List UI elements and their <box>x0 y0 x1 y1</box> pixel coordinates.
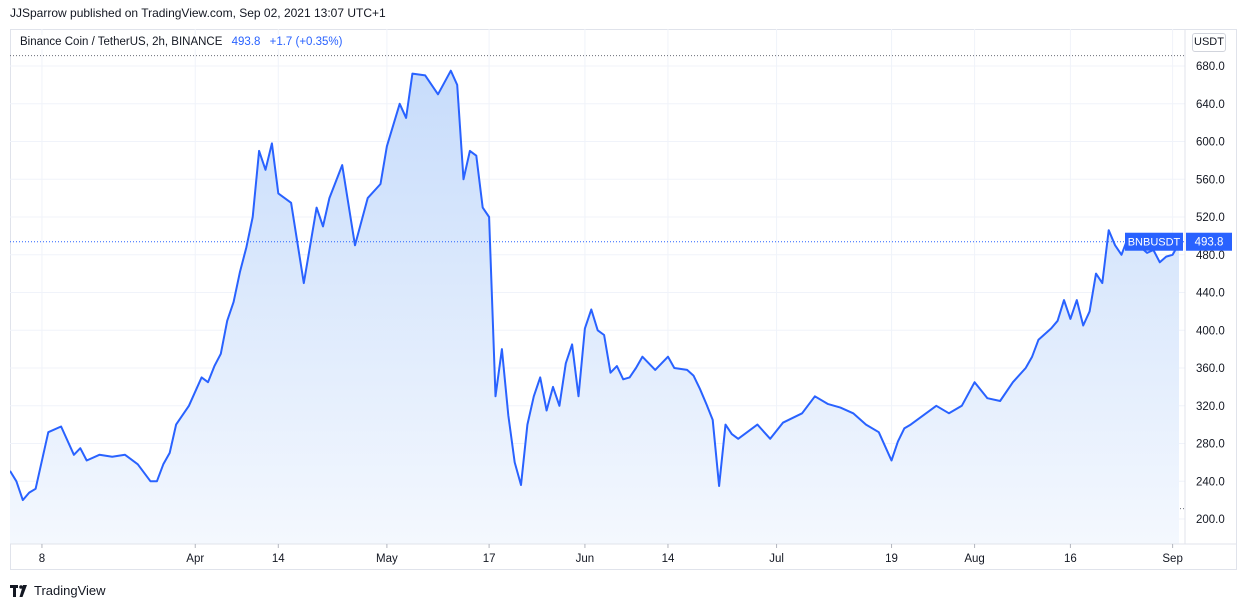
x-tick-label: 17 <box>483 553 496 565</box>
x-tick-label: Jun <box>576 553 595 565</box>
symbol-badge-bg <box>1125 232 1183 251</box>
price-axis[interactable]: 200.0 240.0 280.0 320.0 360.0 400.0 440.0 480.0… <box>1196 61 1225 526</box>
y-tick-label: 560.0 <box>1196 174 1225 186</box>
x-tick-label: Sep <box>1162 553 1182 565</box>
x-tick-label: 16 <box>1064 553 1077 565</box>
tradingview-footer[interactable]: TradingView <box>10 583 106 598</box>
y-tick-label: 600.0 <box>1196 137 1225 149</box>
currency-button[interactable]: USDT <box>1192 33 1226 52</box>
y-tick-label: 400.0 <box>1196 325 1225 337</box>
y-tick-label: 520.0 <box>1196 212 1225 224</box>
published-info: JJSparrow published on TradingView.com, … <box>10 6 386 20</box>
y-tick-label: 440.0 <box>1196 288 1225 300</box>
x-tick-label: Apr <box>186 553 204 565</box>
symbol-badge-label: BNBUSDT <box>1128 237 1181 249</box>
price-badge-bg <box>1186 232 1232 251</box>
y-tick-label: 200.0 <box>1196 514 1225 526</box>
y-tick-label: 640.0 <box>1196 99 1225 111</box>
price-badge-label: 493.8 <box>1195 237 1224 249</box>
price-chart[interactable]: 200.0 240.0 280.0 320.0 360.0 400.0 440.0 480.0… <box>10 29 1237 570</box>
last-price-badge: BNBUSDT 493.8 <box>1125 232 1232 251</box>
y-tick-label: 480.0 <box>1196 250 1225 262</box>
chart-frame <box>10 29 1237 570</box>
x-tick-label: Jul <box>769 553 784 565</box>
x-tick-label: 8 <box>39 553 45 565</box>
price-area-fill <box>10 70 1179 544</box>
x-tick-label: Aug <box>964 553 984 565</box>
price-line <box>10 69 1180 502</box>
x-tick-label: 19 <box>885 553 898 565</box>
brand-name: TradingView <box>34 583 106 598</box>
tradingview-logo-icon <box>10 584 27 597</box>
time-axis[interactable]: 8 Apr 14 May 17 Jun 14 Jul 19 Aug 16 Sep <box>39 544 1183 565</box>
x-tick-label: 14 <box>272 553 285 565</box>
symbol-legend: Binance Coin / TetherUS, 2h, BINANCE 493… <box>18 35 345 49</box>
y-tick-label: 360.0 <box>1196 363 1225 375</box>
x-tick-label: May <box>376 553 398 565</box>
y-tick-label: 240.0 <box>1196 476 1225 488</box>
symbol-description[interactable]: Binance Coin / TetherUS, 2h, BINANCE <box>20 36 223 48</box>
y-tick-label: 280.0 <box>1196 439 1225 451</box>
legend-price: 493.8 <box>231 36 261 48</box>
y-tick-label: 320.0 <box>1196 401 1225 413</box>
legend-change: +1.7 (+0.35%) <box>269 36 343 48</box>
x-tick-label: 14 <box>662 553 675 565</box>
y-tick-label: 680.0 <box>1196 61 1225 73</box>
